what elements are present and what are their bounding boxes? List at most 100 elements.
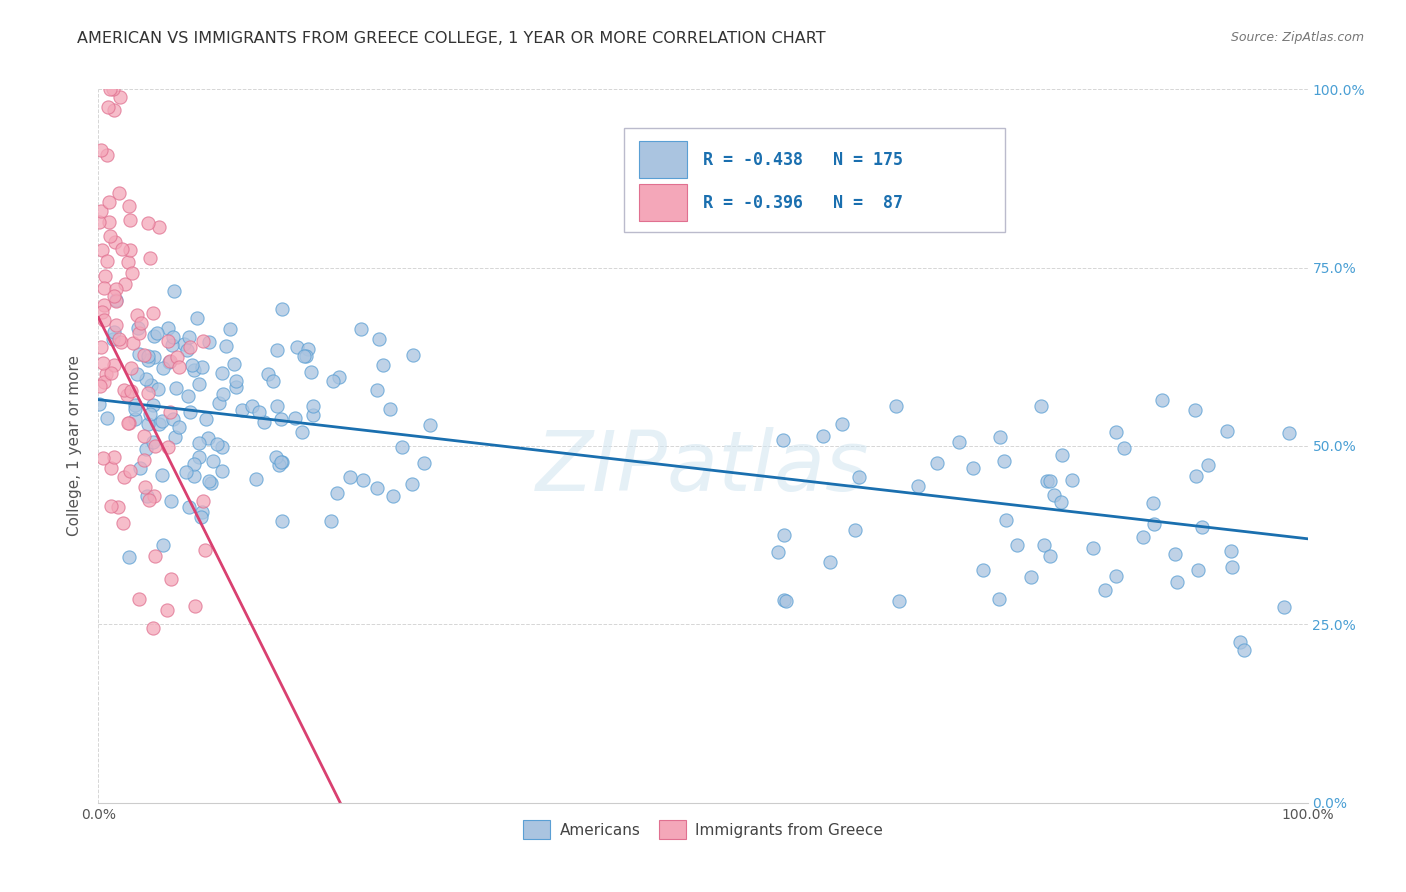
Point	[285, 340, 308, 354]
Point	[100, 499, 122, 513]
Point	[995, 513, 1018, 527]
Point	[156, 321, 179, 335]
Point	[240, 399, 263, 413]
Point	[181, 359, 204, 373]
Point	[90, 305, 112, 319]
Point	[1233, 642, 1256, 657]
Point	[98, 229, 121, 244]
Point	[94, 268, 117, 283]
Point	[224, 357, 246, 371]
Point	[962, 461, 984, 475]
Text: R = -0.438   N = 175: R = -0.438 N = 175	[703, 151, 903, 169]
Point	[413, 456, 436, 470]
Point	[270, 455, 292, 469]
Point	[132, 348, 155, 362]
Point	[121, 266, 143, 280]
Point	[948, 435, 970, 450]
Point	[225, 374, 247, 388]
Point	[328, 370, 350, 384]
Point	[1142, 496, 1164, 510]
Point	[988, 429, 1011, 443]
Point	[326, 485, 349, 500]
Point	[160, 573, 183, 587]
Point	[848, 469, 870, 483]
Point	[141, 305, 163, 319]
Point	[371, 359, 394, 373]
Point	[200, 476, 222, 491]
Point	[103, 358, 125, 372]
Point	[160, 337, 183, 351]
Point	[1039, 474, 1062, 488]
Point	[319, 514, 342, 528]
Point	[382, 489, 405, 503]
Point	[187, 450, 209, 464]
Point	[194, 411, 217, 425]
Point	[366, 383, 388, 397]
Text: ZIPatlas: ZIPatlas	[536, 427, 870, 508]
Point	[271, 455, 294, 469]
Point	[1062, 473, 1084, 487]
Point	[127, 308, 149, 322]
Point	[114, 277, 136, 292]
Point	[1197, 458, 1219, 472]
Point	[162, 329, 184, 343]
Point	[91, 450, 114, 465]
Point	[136, 489, 159, 503]
Point	[103, 103, 125, 117]
Point	[208, 396, 231, 410]
Point	[98, 194, 121, 209]
Point	[112, 383, 135, 397]
Point	[183, 599, 205, 613]
Point	[813, 428, 835, 442]
Point	[100, 460, 122, 475]
Point	[91, 356, 114, 370]
Point	[167, 359, 190, 374]
Point	[284, 410, 307, 425]
Point	[270, 412, 292, 426]
Point	[142, 434, 165, 449]
Point	[1185, 469, 1208, 483]
Point	[183, 458, 205, 472]
Point	[301, 408, 323, 422]
Point	[177, 330, 200, 344]
Point	[267, 458, 290, 472]
Point	[96, 367, 118, 381]
Point	[1152, 393, 1174, 408]
Text: AMERICAN VS IMMIGRANTS FROM GREECE COLLEGE, 1 YEAR OR MORE CORRELATION CHART: AMERICAN VS IMMIGRANTS FROM GREECE COLLE…	[77, 31, 825, 46]
Point	[129, 316, 152, 330]
Point	[1049, 495, 1071, 509]
Bar	[638, 184, 688, 221]
Point	[96, 147, 118, 161]
Point	[142, 621, 165, 635]
Point	[124, 411, 146, 425]
Point	[89, 396, 111, 410]
Point	[112, 469, 135, 483]
Point	[1164, 547, 1187, 561]
Point	[225, 380, 247, 394]
Point	[339, 469, 361, 483]
Point	[96, 254, 118, 268]
Point	[135, 442, 157, 456]
Point	[136, 352, 159, 367]
Point	[266, 399, 288, 413]
Point	[152, 360, 174, 375]
Point	[120, 361, 142, 376]
Y-axis label: College, 1 year or more: College, 1 year or more	[67, 356, 83, 536]
Point	[101, 332, 124, 346]
Point	[98, 82, 121, 96]
Point	[179, 340, 201, 354]
Point	[772, 434, 794, 448]
Point	[1036, 474, 1059, 488]
Point	[143, 439, 166, 453]
Point	[118, 213, 141, 227]
Point	[160, 493, 183, 508]
Point	[118, 550, 141, 565]
Point	[187, 376, 209, 391]
Point	[197, 431, 219, 445]
Point	[93, 376, 115, 390]
Text: R = -0.396   N =  87: R = -0.396 N = 87	[703, 194, 903, 211]
Point	[907, 478, 929, 492]
Point	[773, 528, 796, 542]
Point	[1033, 538, 1056, 552]
Point	[176, 343, 198, 357]
